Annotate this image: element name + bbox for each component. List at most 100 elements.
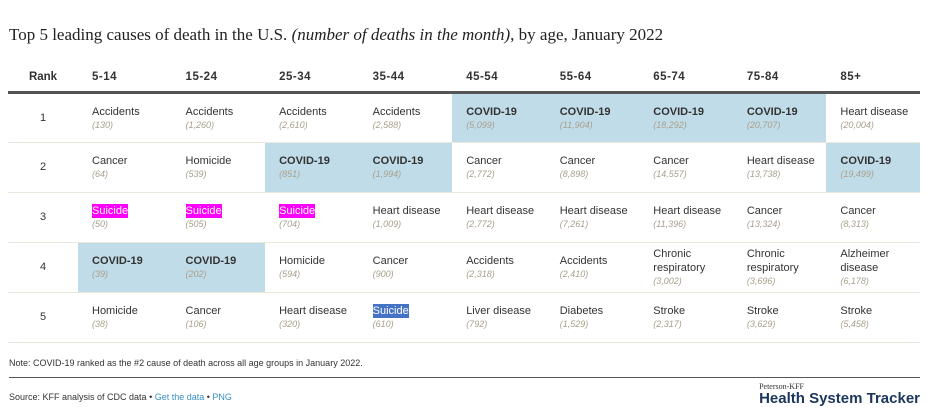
logo: Peterson-KFF Health System Tracker — [759, 382, 920, 407]
cause-cell: COVID-19 (19,499) — [826, 142, 920, 193]
cause-name: COVID-19 — [372, 155, 424, 167]
death-count: (1,529) — [559, 319, 589, 329]
title-end: , by age, January 2022 — [510, 25, 664, 44]
death-count: (50) — [92, 219, 109, 229]
cause-cell: Heart disease (1,009) — [358, 192, 453, 243]
cause-cell: COVID-19 (20,707) — [732, 92, 827, 143]
separator: • — [146, 392, 155, 402]
cause-cell: Cancer (13,324) — [732, 192, 827, 243]
png-link[interactable]: PNG — [212, 392, 232, 402]
cause-name: Heart disease — [466, 205, 535, 217]
table-row: 5 Homicide (38) Cancer (106) Heart disease (32… — [8, 292, 920, 343]
column-header: 5-14 — [78, 64, 172, 94]
cause-cell: Cancer (106) — [171, 292, 266, 343]
death-count: (8,898) — [559, 169, 589, 179]
column-header: 25-34 — [265, 64, 359, 94]
death-count: (900) — [372, 269, 394, 279]
death-count: (594) — [279, 269, 301, 279]
death-count: (1,009) — [372, 219, 402, 229]
death-count: (2,317) — [653, 319, 682, 329]
cause-cell: COVID-19 (39) — [78, 242, 172, 293]
death-count: (13,324) — [746, 219, 781, 229]
death-count: (320) — [279, 319, 301, 329]
cause-name: COVID-19 — [185, 255, 237, 267]
death-count: (2,610) — [279, 119, 308, 130]
source-line: Source: KFF analysis of CDC data • Get t… — [9, 392, 232, 402]
death-count: (106) — [185, 319, 207, 329]
cause-cell: Suicide (610) — [358, 292, 453, 343]
cause-cell: Diabetes (1,529) — [545, 292, 640, 343]
cause-cell: Chronic respiratory (3,002) — [639, 242, 733, 293]
cause-name: Diabetes — [559, 305, 604, 317]
cause-cell: Accidents (2,410) — [545, 242, 640, 293]
cause-cell: Cancer (8,313) — [826, 192, 920, 243]
column-header: 15-24 — [171, 64, 266, 94]
death-count: (851) — [279, 169, 301, 179]
death-count: (64) — [92, 169, 109, 179]
death-count: (20,707) — [746, 119, 781, 130]
cause-cell: Alzheimer disease (6,178) — [826, 242, 920, 293]
death-count: (505) — [185, 219, 207, 229]
cause-name: Cancer — [92, 155, 128, 167]
cause-cell: Heart disease (2,772) — [452, 192, 546, 243]
death-count: (610) — [372, 319, 394, 329]
cause-name: COVID-19 — [466, 105, 517, 118]
death-count: (1,260) — [185, 119, 215, 130]
cause-cell: Accidents (2,318) — [452, 242, 546, 293]
chart-title: Top 5 leading causes of death in the U.S… — [9, 25, 663, 45]
rank-cell: 2 — [8, 142, 78, 193]
cause-name: Cancer — [746, 205, 783, 217]
cause-name: Heart disease — [279, 305, 347, 317]
cause-name: COVID-19 — [840, 155, 892, 167]
death-count: (5,099) — [466, 119, 495, 130]
cause-name: Heart disease — [746, 155, 815, 167]
cause-cell: Homicide (539) — [171, 142, 266, 193]
table-row: 2 Cancer (64) Homicide (539) COVID-19 (851) COV… — [8, 142, 920, 193]
death-count: (14,557) — [653, 169, 687, 179]
divider — [9, 377, 920, 378]
cause-name: Homicide — [279, 255, 325, 267]
cause-name: Heart disease — [372, 205, 441, 217]
title-text: Top 5 leading causes of death in the U.S… — [9, 25, 292, 44]
death-count: (3,696) — [746, 276, 776, 286]
cause-name: Homicide — [185, 155, 232, 167]
table-row: 1 Accidents (130) Accidents (1,260) Accidents… — [8, 92, 920, 143]
death-count: (11,904) — [559, 119, 593, 130]
death-count: (3,002) — [653, 276, 682, 286]
cause-name: Liver disease — [466, 305, 532, 317]
death-count: (20,004) — [840, 119, 874, 130]
cause-name: Homicide — [92, 305, 138, 317]
rank-cell: 5 — [8, 292, 78, 343]
cause-cell: Heart disease (7,261) — [545, 192, 640, 243]
cause-name: Accidents — [92, 105, 140, 118]
death-count: (5,458) — [840, 319, 869, 329]
death-count: (38) — [92, 319, 109, 329]
logo-small: Peterson-KFF — [759, 382, 804, 391]
separator: • — [204, 392, 213, 402]
cause-name: Suicide — [185, 204, 222, 218]
cause-name: COVID-19 — [559, 105, 611, 118]
cause-name: Accidents — [185, 105, 234, 118]
cause-cell: Stroke (3,629) — [732, 292, 827, 343]
cause-cell: Heart disease (13,738) — [732, 142, 827, 193]
cause-name: Suicide — [92, 204, 129, 218]
cause-name: Accidents — [372, 105, 421, 118]
death-count: (7,261) — [559, 219, 589, 229]
cause-cell: Chronic respiratory (3,696) — [732, 242, 827, 293]
cause-cell: Heart disease (11,396) — [639, 192, 733, 243]
cause-name: Cancer — [559, 155, 596, 167]
death-count: (18,292) — [653, 119, 687, 130]
cause-name: Accidents — [279, 105, 327, 118]
cause-name: Heart disease — [840, 105, 909, 118]
death-count: (2,588) — [372, 119, 402, 130]
cause-name: Suicide — [279, 204, 316, 218]
cause-cell: Stroke (2,317) — [639, 292, 733, 343]
cause-name: Stroke — [653, 305, 686, 317]
cause-name: Alzheimer disease — [840, 248, 890, 274]
death-count: (704) — [279, 219, 301, 229]
death-count: (202) — [185, 269, 207, 279]
cause-cell: COVID-19 (851) — [265, 142, 359, 193]
death-count: (2,772) — [466, 219, 495, 229]
note: Note: COVID-19 ranked as the #2 cause of… — [9, 358, 363, 368]
get-data-link[interactable]: Get the data — [154, 392, 205, 402]
